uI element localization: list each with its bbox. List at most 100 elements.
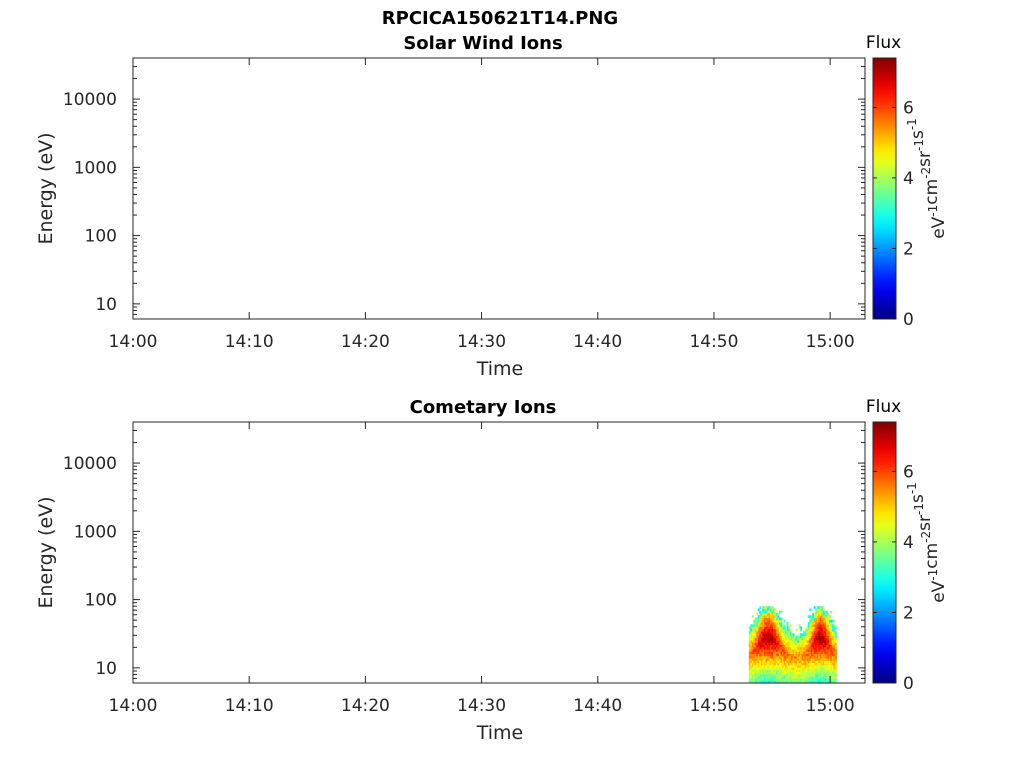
heatmap-cell <box>779 678 781 682</box>
heatmap-cell <box>769 649 772 652</box>
heatmap-cell <box>786 667 789 670</box>
heatmap-cell <box>824 642 827 646</box>
heatmap-cell <box>766 626 769 630</box>
heatmap-cell <box>748 655 751 659</box>
heatmap-cell <box>780 676 783 679</box>
heatmap-cell <box>765 658 768 661</box>
heatmap-cell <box>788 626 790 630</box>
heatmap-cell <box>798 651 801 655</box>
heatmap-cell <box>824 622 827 625</box>
heatmap-cell <box>759 655 762 659</box>
heatmap-cell <box>754 649 757 652</box>
heatmap-cell <box>759 644 762 648</box>
heatmap-cell <box>831 628 834 632</box>
heatmap-cell <box>760 678 763 682</box>
heatmap-cell <box>816 637 819 641</box>
heatmap-cell <box>810 653 813 657</box>
heatmap-cell <box>754 617 757 621</box>
heatmap-cell <box>812 649 815 652</box>
heatmap-cell <box>801 673 804 677</box>
heatmap-cell <box>818 624 821 627</box>
heatmap-cell <box>813 633 816 636</box>
heatmap-cell <box>800 628 803 632</box>
heatmap-cell <box>751 653 754 657</box>
heatmap-cell <box>809 642 812 646</box>
heatmap-cell <box>795 644 798 648</box>
heatmap-cell <box>777 673 780 677</box>
heatmap-cell <box>759 649 762 652</box>
heatmap-cell <box>800 655 803 659</box>
heatmap-cell <box>795 678 798 682</box>
heatmap-cell <box>788 653 790 657</box>
heatmap-cell <box>775 660 778 664</box>
heatmap-cell <box>753 658 756 661</box>
heatmap-cell <box>786 669 789 673</box>
heatmap-cell <box>812 667 815 670</box>
heatmap-cell <box>828 653 831 657</box>
heatmap-cell <box>828 658 831 661</box>
heatmap-cell <box>825 637 828 641</box>
heatmap-cell <box>780 619 783 623</box>
heatmap-cell <box>809 631 812 634</box>
heatmap-cell <box>806 626 809 630</box>
heatmap-cell <box>801 678 804 682</box>
heatmap-cell <box>792 660 795 664</box>
heatmap-cell <box>815 646 818 650</box>
heatmap-cell <box>810 655 813 659</box>
heatmap-cell <box>777 667 780 670</box>
heatmap-cell <box>816 651 819 655</box>
heatmap-cell <box>757 637 760 641</box>
heatmap-cell <box>822 655 825 659</box>
heatmap-cell <box>780 631 783 634</box>
heatmap-cell <box>777 622 780 625</box>
heatmap-cell <box>818 651 821 655</box>
heatmap-cell <box>801 658 804 661</box>
heatmap-cell <box>822 617 825 621</box>
heatmap-cell <box>757 660 760 664</box>
heatmap-cell <box>762 662 765 666</box>
heatmap-cell <box>791 646 794 650</box>
heatmap-cell <box>800 651 803 655</box>
heatmap-cell <box>834 649 837 652</box>
heatmap-cell <box>815 649 818 652</box>
heatmap-cell <box>813 671 816 675</box>
heatmap-cell <box>822 673 825 677</box>
heatmap-cell <box>774 667 777 670</box>
heatmap-cell <box>763 628 766 632</box>
heatmap-cell <box>774 646 777 650</box>
heatmap-cell <box>786 662 789 666</box>
heatmap-cell <box>785 680 787 683</box>
heatmap-cell <box>777 678 780 682</box>
heatmap-cell <box>819 624 822 627</box>
heatmap-cell <box>813 622 816 625</box>
heatmap-cell <box>825 644 828 648</box>
heatmap-cell <box>828 671 831 675</box>
heatmap-cell <box>785 640 787 643</box>
heatmap-cell <box>816 673 819 677</box>
heatmap-cell <box>803 676 806 679</box>
heatmap-cell <box>803 640 806 643</box>
heatmap-cell <box>769 662 772 666</box>
heatmap-cell <box>797 669 800 673</box>
heatmap-cell <box>834 655 837 659</box>
heatmap-cell <box>768 671 771 675</box>
heatmap-cell <box>775 651 778 655</box>
heatmap-cell <box>800 678 803 682</box>
heatmap-cell <box>765 619 768 623</box>
heatmap-cell <box>825 617 828 621</box>
heatmap-cell <box>798 633 801 636</box>
heatmap-cell <box>816 655 819 659</box>
heatmap-cell <box>815 660 818 664</box>
heatmap-cell <box>753 646 756 650</box>
heatmap-cell <box>772 624 775 627</box>
heatmap-cell <box>813 637 816 641</box>
heatmap-cell <box>789 669 792 673</box>
heatmap-cell <box>833 658 836 661</box>
heatmap-cell <box>816 612 819 616</box>
heatmap-cell <box>827 622 830 625</box>
colorbar-tick-label: 0 <box>903 674 914 694</box>
heatmap-cell <box>748 651 751 655</box>
heatmap-cell <box>750 624 753 627</box>
heatmap-cell <box>760 667 763 670</box>
heatmap-cell <box>818 633 821 636</box>
